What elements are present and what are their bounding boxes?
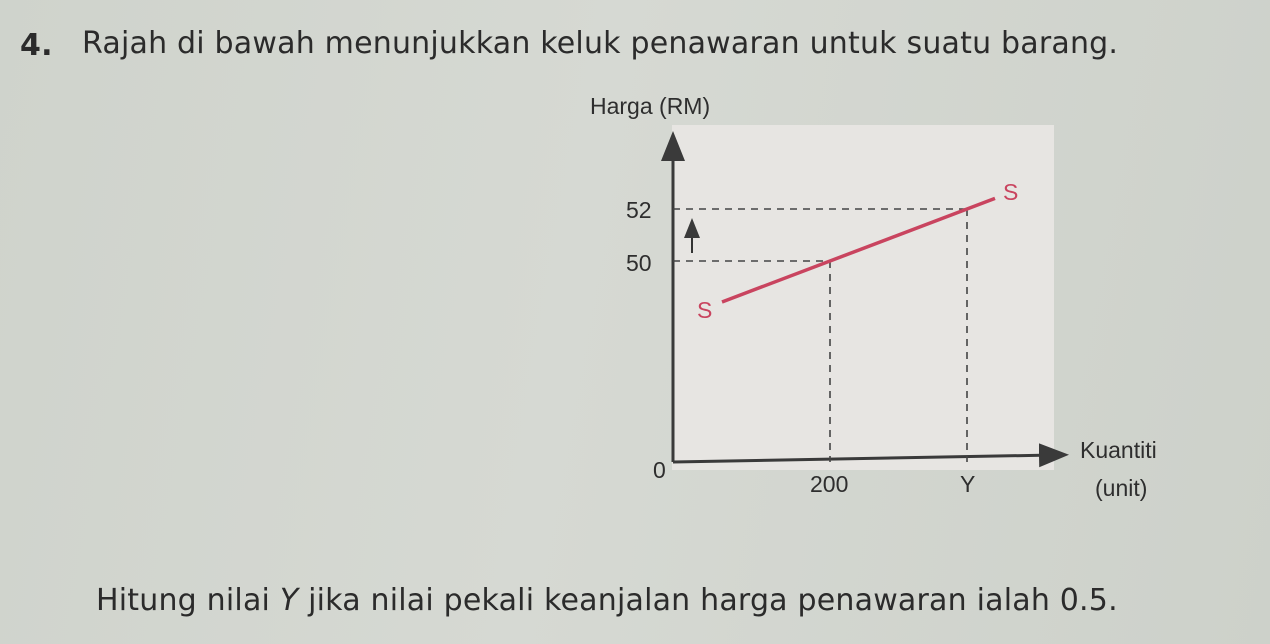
task-variable: Y — [279, 583, 299, 618]
origin-label: 0 — [653, 457, 666, 483]
task-after: jika nilai pekali keanjalan harga penawa… — [298, 583, 1118, 618]
x-tick-200: 200 — [810, 471, 848, 497]
question-intro: Rajah di bawah menunjukkan keluk penawar… — [82, 26, 1119, 61]
curve-label-start: S — [697, 297, 712, 323]
x-tick-y: Y — [960, 471, 975, 497]
y-tick-52: 52 — [626, 197, 652, 223]
x-axis — [672, 443, 1069, 468]
task-before: Hitung nilai — [96, 583, 280, 618]
y-axis-label: Harga (RM) — [590, 93, 710, 119]
x-axis-label-1: Kuantiti — [1080, 437, 1157, 463]
y-tick-50: 50 — [626, 250, 652, 276]
question-number: 4. — [20, 28, 53, 63]
question-task: Hitung nilai Y jika nilai pekali keanjal… — [96, 583, 1118, 618]
x-axis-label-2: (unit) — [1095, 475, 1147, 501]
curve-label-end: S — [1003, 179, 1018, 205]
supply-curve — [721, 196, 996, 304]
